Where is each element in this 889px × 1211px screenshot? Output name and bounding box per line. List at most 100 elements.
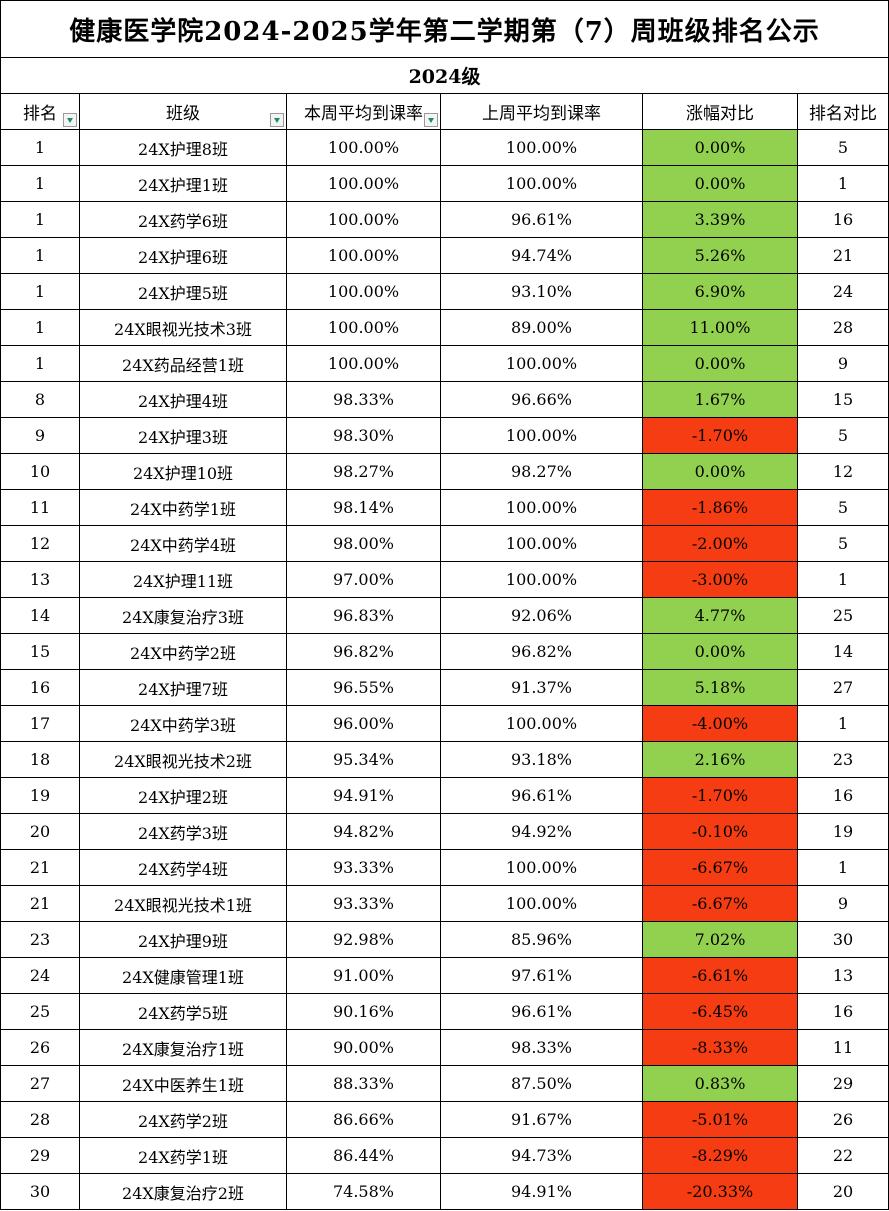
cell-rank[interactable]: 17: [0, 705, 80, 742]
cell-last-week[interactable]: 100.00%: [440, 345, 643, 382]
cell-class[interactable]: 24X药学3班: [79, 813, 287, 850]
cell-change[interactable]: 0.00%: [642, 453, 798, 490]
cell-rank-compare[interactable]: 16: [796, 201, 889, 238]
cell-last-week[interactable]: 91.67%: [440, 1101, 643, 1138]
cell-last-week[interactable]: 100.00%: [440, 525, 643, 562]
cell-class[interactable]: 24X药品经营1班: [79, 345, 287, 382]
cell-rank-compare[interactable]: 27: [796, 669, 889, 706]
cell-last-week[interactable]: 91.37%: [440, 669, 643, 706]
cell-change[interactable]: -0.10%: [642, 813, 798, 850]
cell-rank[interactable]: 8: [0, 381, 80, 418]
cell-rank[interactable]: 20: [0, 813, 80, 850]
cell-rank[interactable]: 1: [0, 237, 80, 274]
cell-last-week[interactable]: 98.27%: [440, 453, 643, 490]
cell-change[interactable]: -6.67%: [642, 885, 798, 922]
cell-class[interactable]: 24X药学5班: [79, 993, 287, 1030]
cell-change[interactable]: 4.77%: [642, 597, 798, 634]
cell-rank-compare[interactable]: 5: [796, 417, 889, 454]
cell-class[interactable]: 24X药学1班: [79, 1137, 287, 1174]
cell-rank-compare[interactable]: 25: [796, 597, 889, 634]
cell-rank-compare[interactable]: 23: [796, 741, 889, 778]
cell-rank-compare[interactable]: 24: [796, 273, 889, 310]
cell-rank-compare[interactable]: 5: [796, 129, 889, 166]
cell-this-week[interactable]: 98.33%: [286, 381, 441, 418]
cell-last-week[interactable]: 96.82%: [440, 633, 643, 670]
cell-class[interactable]: 24X中药学3班: [79, 705, 287, 742]
cell-change[interactable]: 0.00%: [642, 633, 798, 670]
cell-this-week[interactable]: 100.00%: [286, 345, 441, 382]
cell-this-week[interactable]: 91.00%: [286, 957, 441, 994]
cell-rank-compare[interactable]: 19: [796, 813, 889, 850]
cell-class[interactable]: 24X护理5班: [79, 273, 287, 310]
cell-rank-compare[interactable]: 1: [796, 561, 889, 598]
cell-class[interactable]: 24X护理4班: [79, 381, 287, 418]
cell-this-week[interactable]: 86.66%: [286, 1101, 441, 1138]
cell-last-week[interactable]: 87.50%: [440, 1065, 643, 1102]
cell-change[interactable]: 0.00%: [642, 129, 798, 166]
cell-rank-compare[interactable]: 22: [796, 1137, 889, 1174]
cell-change[interactable]: 0.83%: [642, 1065, 798, 1102]
cell-rank[interactable]: 13: [0, 561, 80, 598]
cell-this-week[interactable]: 94.91%: [286, 777, 441, 814]
cell-rank[interactable]: 23: [0, 921, 80, 958]
cell-rank[interactable]: 1: [0, 273, 80, 310]
cell-rank[interactable]: 1: [0, 309, 80, 346]
cell-change[interactable]: -6.61%: [642, 957, 798, 994]
cell-class[interactable]: 24X护理3班: [79, 417, 287, 454]
cell-last-week[interactable]: 100.00%: [440, 129, 643, 166]
cell-change[interactable]: -5.01%: [642, 1101, 798, 1138]
cell-this-week[interactable]: 98.27%: [286, 453, 441, 490]
cell-class[interactable]: 24X康复治疗3班: [79, 597, 287, 634]
cell-class[interactable]: 24X眼视光技术3班: [79, 309, 287, 346]
cell-last-week[interactable]: 92.06%: [440, 597, 643, 634]
cell-last-week[interactable]: 93.18%: [440, 741, 643, 778]
cell-rank[interactable]: 9: [0, 417, 80, 454]
cell-last-week[interactable]: 96.61%: [440, 201, 643, 238]
cell-class[interactable]: 24X药学4班: [79, 849, 287, 886]
cell-class[interactable]: 24X健康管理1班: [79, 957, 287, 994]
cell-rank[interactable]: 1: [0, 129, 80, 166]
cell-class[interactable]: 24X眼视光技术2班: [79, 741, 287, 778]
cell-rank-compare[interactable]: 16: [796, 993, 889, 1030]
cell-this-week[interactable]: 96.00%: [286, 705, 441, 742]
cell-change[interactable]: -6.67%: [642, 849, 798, 886]
cell-class[interactable]: 24X康复治疗2班: [79, 1173, 287, 1210]
this-week-filter-dropdown-icon[interactable]: [424, 113, 438, 127]
cell-rank[interactable]: 14: [0, 597, 80, 634]
cell-rank[interactable]: 26: [0, 1029, 80, 1066]
cell-rank-compare[interactable]: 29: [796, 1065, 889, 1102]
cell-rank[interactable]: 15: [0, 633, 80, 670]
cell-last-week[interactable]: 96.61%: [440, 777, 643, 814]
cell-change[interactable]: 7.02%: [642, 921, 798, 958]
cell-this-week[interactable]: 94.82%: [286, 813, 441, 850]
cell-rank-compare[interactable]: 13: [796, 957, 889, 994]
cell-last-week[interactable]: 96.61%: [440, 993, 643, 1030]
rank-filter-dropdown-icon[interactable]: [63, 113, 77, 127]
cell-rank-compare[interactable]: 30: [796, 921, 889, 958]
cell-rank[interactable]: 21: [0, 849, 80, 886]
cell-class[interactable]: 24X中药学4班: [79, 525, 287, 562]
cell-last-week[interactable]: 100.00%: [440, 489, 643, 526]
cell-rank-compare[interactable]: 15: [796, 381, 889, 418]
cell-change[interactable]: 2.16%: [642, 741, 798, 778]
cell-this-week[interactable]: 98.30%: [286, 417, 441, 454]
cell-class[interactable]: 24X药学2班: [79, 1101, 287, 1138]
cell-this-week[interactable]: 98.14%: [286, 489, 441, 526]
cell-this-week[interactable]: 100.00%: [286, 309, 441, 346]
cell-this-week[interactable]: 92.98%: [286, 921, 441, 958]
cell-change[interactable]: -6.45%: [642, 993, 798, 1030]
cell-change[interactable]: 0.00%: [642, 165, 798, 202]
cell-class[interactable]: 24X护理8班: [79, 129, 287, 166]
cell-change[interactable]: 3.39%: [642, 201, 798, 238]
cell-rank[interactable]: 10: [0, 453, 80, 490]
cell-last-week[interactable]: 94.92%: [440, 813, 643, 850]
cell-last-week[interactable]: 94.74%: [440, 237, 643, 274]
cell-rank[interactable]: 21: [0, 885, 80, 922]
cell-this-week[interactable]: 100.00%: [286, 273, 441, 310]
class-filter-dropdown-icon[interactable]: [270, 113, 284, 127]
cell-last-week[interactable]: 100.00%: [440, 417, 643, 454]
cell-rank[interactable]: 27: [0, 1065, 80, 1102]
cell-class[interactable]: 24X护理7班: [79, 669, 287, 706]
cell-change[interactable]: -1.70%: [642, 417, 798, 454]
cell-rank-compare[interactable]: 1: [796, 165, 889, 202]
